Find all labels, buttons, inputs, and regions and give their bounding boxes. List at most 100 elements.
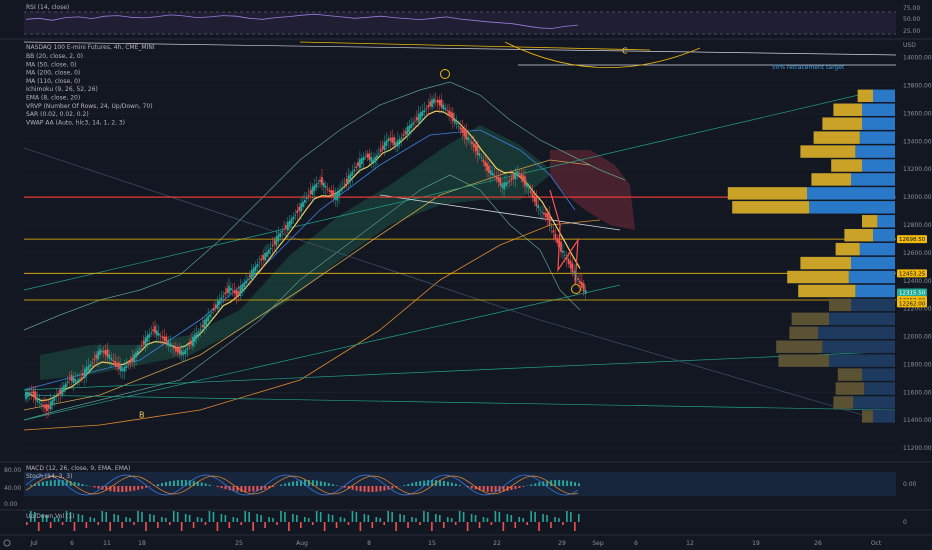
candle-body [32, 390, 35, 397]
macd-bar [383, 486, 386, 491]
candle-body [410, 124, 413, 128]
candle-body [383, 142, 386, 151]
candle-body [457, 126, 460, 127]
diagonal-down [23, 147, 881, 421]
candle-body [47, 404, 50, 409]
vrvp-down-bar [859, 242, 895, 256]
time-tick: 11 [103, 540, 111, 547]
price-tick: 12400.00 [903, 278, 932, 285]
macd-bar [200, 482, 203, 486]
candle-body [302, 201, 304, 208]
candle-body [469, 140, 471, 142]
candle-body [64, 383, 67, 388]
macd-bar [184, 480, 187, 486]
candle-body [499, 177, 502, 186]
candle-body [332, 190, 335, 198]
candle-body [192, 336, 194, 347]
candle-body [271, 244, 274, 247]
candle-body [157, 333, 160, 336]
candle-body [256, 264, 259, 267]
volume-bar [101, 511, 104, 522]
macd-bar [379, 486, 382, 492]
macd-bar [530, 484, 533, 486]
candle-body [531, 192, 534, 198]
time-tick: 8 [367, 540, 371, 547]
time-axis: Jul 6 11 18 25 Aug 8 15 22 29 Sep 6 12 19 26 Oct [29, 540, 881, 547]
candle-body [563, 254, 566, 256]
macd-bar [164, 482, 167, 486]
indicator-label[interactable]: BB (20, close, 2, 0) [26, 53, 83, 60]
macd-bar [415, 481, 418, 486]
candle-body [174, 347, 177, 352]
candle-body [49, 401, 52, 410]
macd-bar [323, 482, 326, 486]
candle-body [584, 290, 587, 294]
indicator-label[interactable]: VRVP (Number Of Rows, 24, Up/Down, 70) [26, 103, 153, 110]
candle-body [42, 404, 44, 407]
indicator-label[interactable]: VWAP AA (Auto, hlc3, 14, 1, 2, 3) [26, 119, 125, 126]
macd-bar [292, 481, 295, 486]
volume-bar [216, 522, 219, 531]
macd-bar [359, 486, 362, 492]
indicator-label[interactable]: SAR (0.02, 0.02, 0.2) [26, 111, 89, 118]
vrvp-down-bar [822, 340, 895, 353]
volume-bar [49, 522, 52, 528]
macd-bar [57, 480, 60, 486]
volume-bar [454, 522, 457, 525]
candle-body [319, 179, 321, 182]
candle-body [575, 275, 578, 277]
macd-bar [538, 482, 541, 486]
vrvp-down-bar [864, 382, 895, 395]
macd-bar [49, 480, 52, 486]
volume-bar [212, 512, 215, 522]
candle-body [321, 177, 323, 185]
indicator-label[interactable]: EMA (8, close, 20) [26, 95, 80, 102]
indicator-label[interactable]: MA (50, close, 0) [26, 61, 76, 68]
macd-bar [554, 480, 557, 486]
macd-bar [574, 482, 577, 486]
settings-gear-icon[interactable] [3, 539, 11, 547]
vrvp-up-bar [813, 131, 860, 144]
candle-body [142, 340, 145, 345]
candle-body [102, 350, 105, 354]
macd-right-tick: 0.00 [903, 481, 917, 488]
candle-body [345, 179, 348, 183]
indicator-label[interactable]: MA (110, close, 0) [26, 78, 80, 85]
candle-body [74, 378, 77, 383]
cloud-green [40, 125, 550, 380]
macd-bar [518, 486, 521, 488]
volume-right-tick: 0 [903, 519, 907, 526]
macd-bar [343, 486, 346, 488]
volume-bar [407, 522, 409, 528]
macd-bar [77, 482, 80, 486]
candle-body [222, 295, 225, 297]
volume-bar [192, 522, 195, 528]
macd-bar [315, 480, 318, 486]
candle-body [465, 130, 468, 140]
candle-body [99, 349, 101, 355]
vrvp-up-bar [800, 145, 856, 158]
candle-body [97, 351, 99, 360]
price-tick: 13000.00 [903, 194, 932, 201]
candle-body [472, 143, 475, 148]
candle-body [76, 380, 79, 382]
candle-body [442, 104, 445, 110]
candle-body [45, 404, 48, 412]
candle-body [491, 172, 494, 176]
macd-bar [363, 486, 366, 492]
volume-bar [439, 515, 441, 522]
candle-body [294, 214, 297, 216]
candle-body [53, 397, 56, 401]
indicator-label[interactable]: Ichimoku (9, 26, 52, 26) [26, 86, 98, 93]
vrvp-up-bar [798, 284, 856, 298]
candle-body [324, 186, 327, 188]
macd-bar [442, 480, 445, 486]
candle-body [87, 365, 90, 371]
macd-bar [113, 486, 116, 492]
volume-bar [442, 522, 445, 528]
macd-bar [224, 486, 227, 490]
candle-body [387, 138, 390, 142]
indicator-label[interactable]: MA (200, close, 0) [26, 70, 80, 77]
volume-bar [244, 511, 247, 522]
